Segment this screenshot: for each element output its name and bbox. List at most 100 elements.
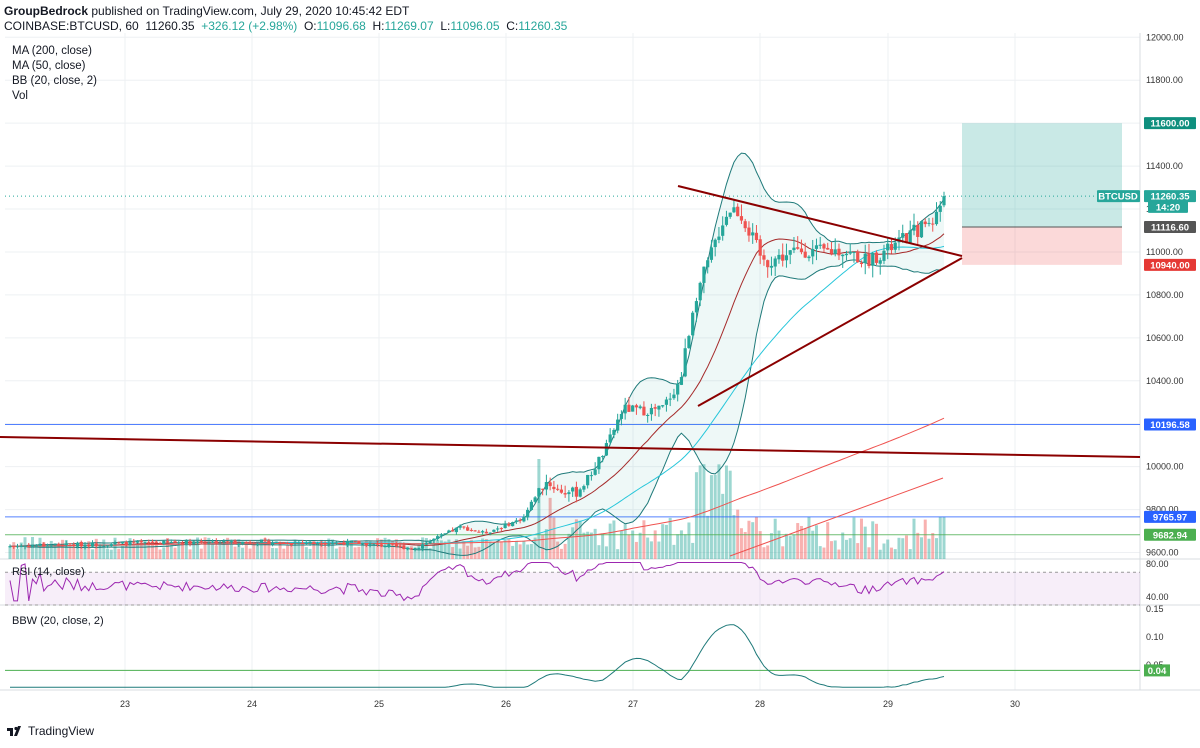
legend-ma200[interactable]: MA (200, close) (12, 45, 92, 57)
candle-body (799, 248, 804, 253)
candle-body (458, 525, 462, 528)
volume-bar (856, 543, 860, 559)
rsi-label[interactable]: RSI (14, close) (12, 566, 85, 578)
candle-body (349, 541, 353, 543)
candle-body (451, 530, 455, 532)
candle-body (330, 543, 335, 545)
volume-bar (747, 520, 751, 559)
trendline-long-resistance (0, 436, 1141, 458)
volume-bar (357, 546, 361, 559)
candle-body (642, 406, 646, 416)
candle-body (64, 543, 68, 546)
candle-body (863, 253, 867, 264)
volume-bar (117, 548, 121, 559)
candle-body (240, 541, 245, 544)
candle-body (27, 545, 31, 548)
date-tick-label: 25 (374, 699, 384, 709)
legend-ma50[interactable]: MA (50, close) (12, 60, 86, 72)
volume-bar (301, 543, 305, 559)
volume-bar (788, 536, 792, 559)
volume-bar (548, 497, 552, 559)
candle-body (537, 488, 541, 497)
candle-body (904, 233, 909, 244)
candle-body (919, 221, 924, 238)
candle-body (597, 456, 601, 470)
indicator-legend: MA (200, close) MA (50, close) BB (20, c… (12, 44, 97, 104)
open-value: 11096.68 (316, 19, 366, 33)
candle-body (282, 542, 286, 544)
publish-info: published on TradingView.com, July 29, 2… (91, 4, 410, 18)
volume-bar (12, 542, 16, 559)
volume-bar (31, 537, 35, 559)
volume-bar (72, 546, 76, 559)
candle-body (207, 542, 211, 544)
legend-bb[interactable]: BB (20, close, 2) (12, 75, 98, 87)
candle-body (428, 540, 432, 544)
volume-bar (19, 542, 23, 559)
volume-bar (616, 549, 620, 559)
candle-body (942, 196, 946, 206)
volume-bar (203, 537, 207, 559)
candle-body (927, 222, 931, 224)
volume-bar (668, 517, 672, 559)
candle-body (319, 542, 323, 545)
volume-bar (923, 519, 927, 559)
candle-body (98, 545, 102, 547)
open-label: O: (303, 19, 317, 33)
volume-bar (777, 530, 781, 559)
candle-body (113, 542, 117, 545)
tradingview-footer[interactable]: TradingView (6, 724, 94, 738)
volume-bar (417, 545, 421, 559)
volume-bar (68, 545, 72, 559)
candle-body (668, 398, 672, 400)
candle-body (90, 542, 95, 547)
candle-body (315, 543, 320, 545)
volume-bar (773, 518, 777, 559)
candle-body (105, 545, 110, 547)
candle-body (79, 541, 83, 547)
volume-bar (244, 542, 248, 559)
candle-body (222, 540, 226, 543)
rsi-line (9, 562, 945, 602)
volume-bar (638, 532, 642, 559)
candle-body (424, 543, 428, 545)
volume-bar (784, 533, 788, 559)
volume-bar (61, 539, 65, 559)
author-name[interactable]: GroupBedrock (4, 4, 89, 18)
candle-body (908, 230, 912, 243)
volume-bar (53, 543, 57, 559)
price-tag (1144, 190, 1196, 203)
volume-bar (841, 532, 845, 559)
volume-bar (121, 545, 125, 559)
candle-body (398, 545, 402, 547)
candle-body (923, 221, 927, 225)
price-tag (1144, 220, 1196, 233)
volume-bar (889, 547, 893, 559)
volume-bar (661, 524, 665, 559)
volume-bar (286, 545, 290, 559)
candle-body (109, 544, 113, 546)
volume-bar (406, 546, 410, 559)
price-tick-label: 11400.00 (1146, 161, 1183, 171)
volume-bar (698, 465, 702, 559)
bbw-label[interactable]: BBW (20, close, 2) (12, 615, 104, 627)
candle-body (473, 530, 477, 532)
candle-body (856, 251, 860, 263)
candle-body (499, 528, 503, 530)
date-tick-label: 24 (247, 699, 257, 709)
candle-body (409, 548, 413, 550)
candle-body (754, 232, 759, 241)
candle-body (811, 248, 815, 257)
legend-vol[interactable]: Vol (12, 90, 28, 102)
volume-bar (893, 549, 897, 559)
candle-body (916, 224, 920, 237)
ma200-line (10, 417, 945, 547)
candle-body (672, 394, 676, 399)
candle-body (210, 541, 215, 543)
volume-bar (799, 525, 803, 559)
candle-body (8, 546, 12, 548)
candle-body (578, 489, 582, 497)
volume-bar (691, 542, 695, 559)
volume-bar (214, 545, 218, 559)
